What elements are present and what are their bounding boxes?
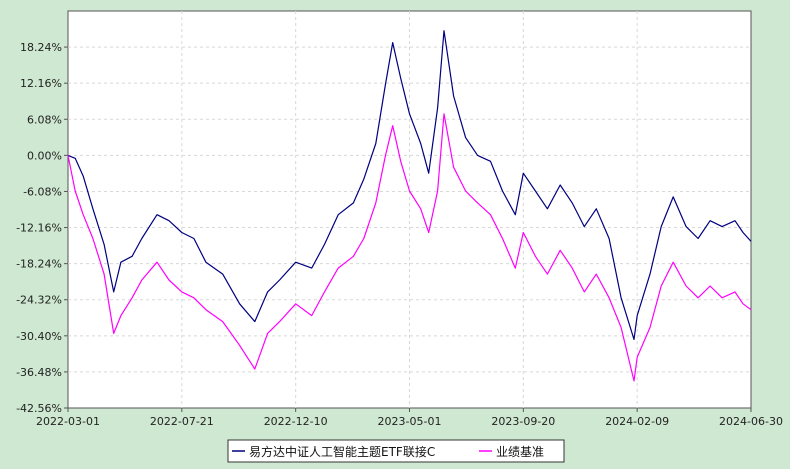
x-tick-label: 2022-03-01 <box>36 415 100 428</box>
legend-label-benchmark: 业绩基准 <box>496 445 544 459</box>
y-axis: 18.24% 12.16% 6.08% 0.00% -6.08% -12.16% -18.2… <box>16 41 68 415</box>
y-tick-label: 18.24% <box>20 41 62 54</box>
series-line-fund <box>67 30 752 340</box>
x-tick-label: 2023-05-01 <box>378 415 442 428</box>
y-tick-label: 0.00% <box>27 149 62 162</box>
legend: 易方达中证人工智能主题ETF联接C 业绩基准 <box>227 439 565 463</box>
legend-box <box>227 439 565 463</box>
y-tick-label: -18.24% <box>16 258 62 271</box>
x-tick-label: 2024-02-09 <box>605 415 669 428</box>
y-tick-label: -42.56% <box>16 402 62 415</box>
y-tick-label: -36.48% <box>16 366 62 379</box>
y-tick-label: -30.40% <box>16 330 62 343</box>
x-tick-label: 2024-06-30 <box>719 415 783 428</box>
y-tick-label: -6.08% <box>23 185 62 198</box>
legend-label-fund: 易方达中证人工智能主题ETF联接C <box>249 444 435 459</box>
y-tick-label: -12.16% <box>16 222 62 235</box>
y-tick-label: -24.32% <box>16 294 62 307</box>
y-tick-label: 12.16% <box>20 77 62 90</box>
x-axis: 2022-03-01 2022-07-21 2022-12-10 2023-05-01… <box>36 408 783 428</box>
grid-lines <box>68 11 751 408</box>
x-tick-label: 2022-12-10 <box>264 415 328 428</box>
series-lines <box>67 30 752 382</box>
x-tick-label: 2023-09-20 <box>491 415 555 428</box>
y-tick-label: 6.08% <box>27 113 62 126</box>
series-line-benchmark <box>67 113 752 382</box>
x-tick-label: 2022-07-21 <box>150 415 214 428</box>
